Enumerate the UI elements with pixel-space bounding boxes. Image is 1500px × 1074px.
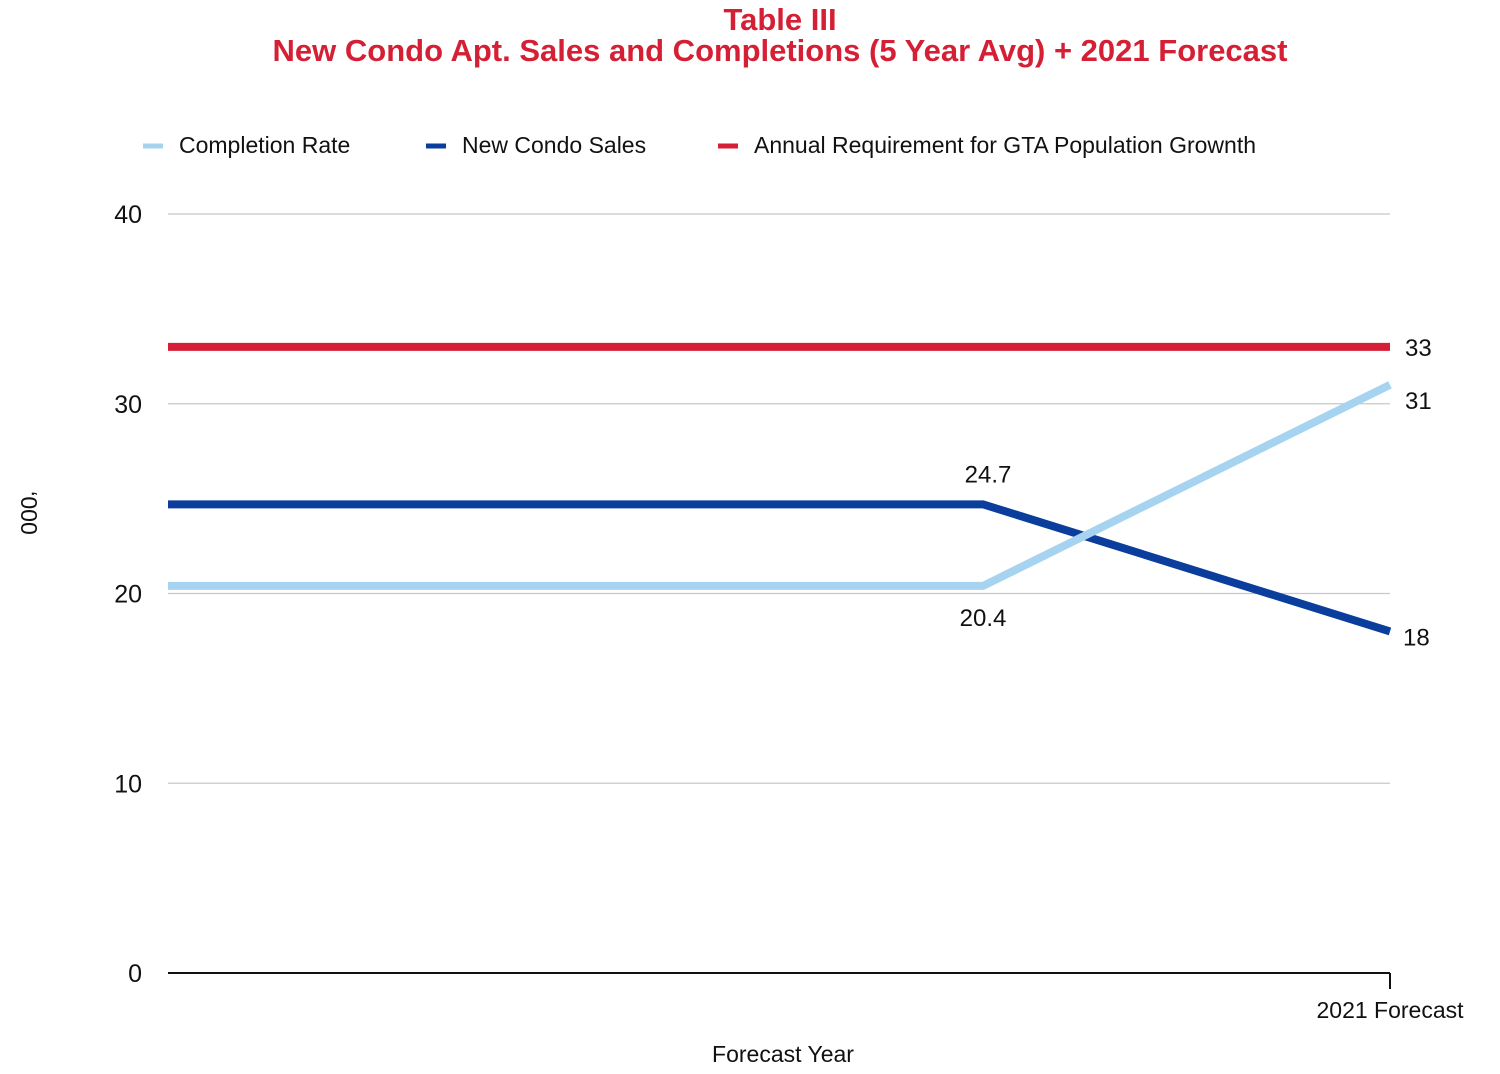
chart-title-block: Table III New Condo Apt. Sales and Compl…	[0, 4, 1500, 66]
x-tick-label-2: 2021 Forecast	[1316, 997, 1464, 1023]
data-label-series1-1: 24.7	[965, 461, 1012, 488]
y-tick-label-4: 40	[114, 201, 142, 229]
series-line-1	[168, 500, 1392, 636]
data-label-series1-2: 18	[1403, 624, 1430, 651]
y-tick-label-1: 10	[114, 770, 142, 798]
legend-label-0: Completion Rate	[179, 132, 350, 158]
data-label-series0-2: 31	[1405, 388, 1432, 415]
legend-label-1: New Condo Sales	[462, 132, 646, 158]
data-label-series2-2: 33	[1405, 335, 1432, 362]
y-tick-label-2: 20	[114, 581, 142, 609]
data-label-series0-1: 20.4	[960, 605, 1007, 632]
y-tick-label-0: 0	[128, 960, 142, 988]
y-axis-title: ‘000	[16, 491, 42, 534]
legend-label-2: Annual Requirement for GTA Population Gr…	[754, 132, 1256, 158]
chart-title: Table III	[723, 2, 837, 37]
series-line-0	[168, 381, 1392, 590]
chart-subtitle: New Condo Apt. Sales and Completions (5 …	[272, 33, 1288, 68]
y-tick-label-3: 30	[114, 391, 142, 419]
x-axis-title: Forecast Year	[712, 1041, 854, 1067]
